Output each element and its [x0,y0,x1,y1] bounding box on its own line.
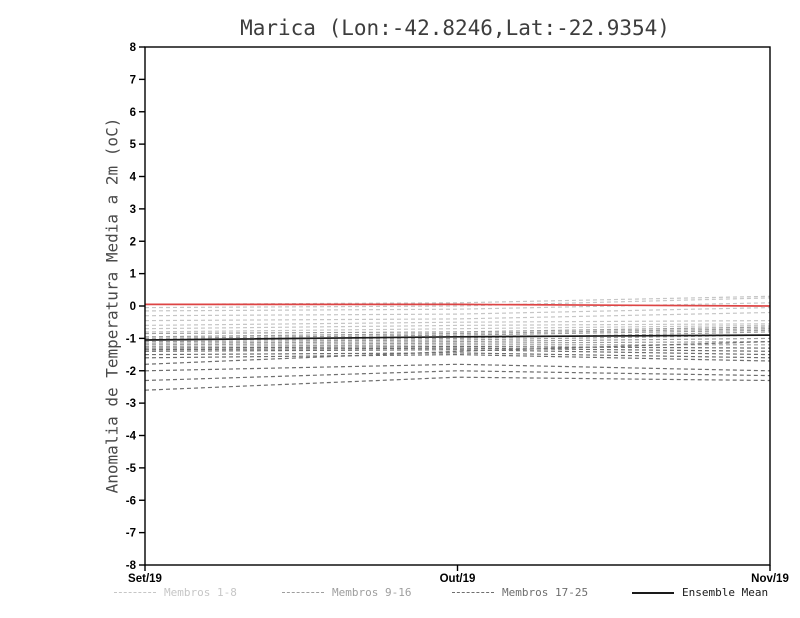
legend-label: Membros 1-8 [164,586,237,599]
member-line [144,324,771,333]
y-tick-label: 1 [130,269,137,281]
member-line [144,331,771,341]
ensemble-mean-line [144,334,771,341]
x-tick-label: Nov/19 [751,573,789,585]
member-line [144,307,771,317]
member-line [144,337,771,344]
y-tick-label: -6 [126,495,136,507]
y-tick-label: 3 [130,204,136,216]
member-line [144,352,771,359]
member-line [144,326,771,335]
y-tick-label: 6 [130,107,136,119]
member-line [144,341,771,365]
member-line [144,349,771,356]
y-tick-label: 4 [130,172,137,184]
member-line [144,311,771,322]
member-line [144,323,771,330]
y-tick-label: -2 [126,366,136,378]
y-tick-label: -4 [126,431,137,443]
member-line [144,347,771,352]
y-tick-label: -1 [126,333,137,345]
y-tick-label: -3 [126,398,136,410]
legend-label: Membros 17-25 [502,586,589,599]
legend-line-sample [114,592,156,593]
legend-item-members-9-16: Membros 9-16 [282,586,411,599]
y-tick-label: 0 [130,301,136,313]
member-line [144,376,771,391]
legend-line-sample [282,592,324,593]
y-tick-label: 8 [130,42,137,54]
legend-label: Membros 9-16 [332,586,412,599]
y-tick-label: 2 [130,236,136,248]
y-tick-label: -8 [126,560,137,572]
member-line [144,297,771,309]
member-line [144,295,771,305]
chart-legend: Membros 1-8 Membros 9-16 Membros 17-25 E… [0,586,800,610]
legend-item-members-1-8: Membros 1-8 [114,586,237,599]
y-tick-label: 5 [130,139,137,151]
x-tick-label: Out/19 [440,573,476,585]
legend-item-ensemble-mean: Ensemble Mean [632,586,768,599]
member-line [144,345,771,349]
member-line [144,353,771,362]
member-line [144,334,771,343]
reference-line [145,303,771,307]
member-line [144,328,771,338]
legend-label: Ensemble Mean [682,586,769,599]
member-line [144,320,771,326]
legend-line-sample [452,592,494,593]
legend-item-members-17-25: Membros 17-25 [452,586,588,599]
y-tick-label: 7 [130,74,136,86]
member-line [144,370,771,382]
chart-title: Marica (Lon:-42.8246,Lat:-22.9354) [240,16,670,40]
y-tick-label: -5 [126,463,137,475]
legend-line-sample [632,591,674,594]
member-line [144,341,771,346]
y-tick-label: -7 [126,528,136,540]
x-tick-label: Set/19 [128,573,162,585]
member-line [144,363,771,372]
member-line [144,329,771,339]
member-line [144,344,770,348]
